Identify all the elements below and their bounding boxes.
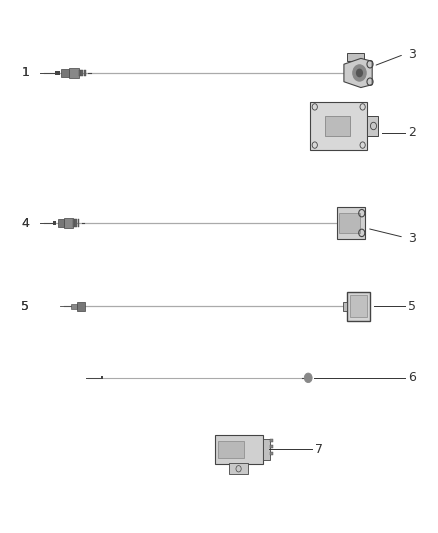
Bar [270,445,273,448]
Bar [325,116,350,136]
Bar [336,207,365,239]
Bar [270,439,273,442]
Bar [346,292,371,321]
Bar [84,70,86,76]
Bar [350,295,367,317]
Bar [55,71,60,75]
Bar [75,219,77,227]
Text: 6: 6 [408,372,416,384]
Text: 1: 1 [21,67,29,79]
Bar [101,376,103,379]
Bar [215,435,262,464]
Bar [71,304,77,309]
Text: 3: 3 [408,48,416,61]
Circle shape [356,69,363,77]
Bar [218,441,244,458]
Bar [57,219,64,227]
Text: 5: 5 [408,300,417,313]
Bar [73,219,74,227]
Bar [61,69,69,77]
Bar [367,116,378,136]
Text: 2: 2 [408,126,416,140]
Bar [347,53,364,61]
Bar [339,213,360,233]
Text: 3: 3 [408,232,416,245]
Bar [229,464,248,473]
Bar [77,302,85,311]
Text: 5: 5 [21,300,29,313]
Bar [79,70,81,76]
Bar [69,68,79,78]
Bar [270,452,273,455]
Bar [53,221,56,225]
Text: 1: 1 [21,67,29,79]
Text: 7: 7 [315,443,323,456]
Polygon shape [344,59,372,87]
Bar [311,102,367,150]
Bar [262,439,270,459]
Bar [64,217,73,228]
Bar [343,302,347,311]
Bar [78,219,79,227]
Text: 4: 4 [21,216,29,230]
Text: 5: 5 [21,300,29,313]
Bar [81,70,83,76]
Circle shape [353,65,366,81]
Text: 4: 4 [21,216,29,230]
Circle shape [304,373,312,383]
